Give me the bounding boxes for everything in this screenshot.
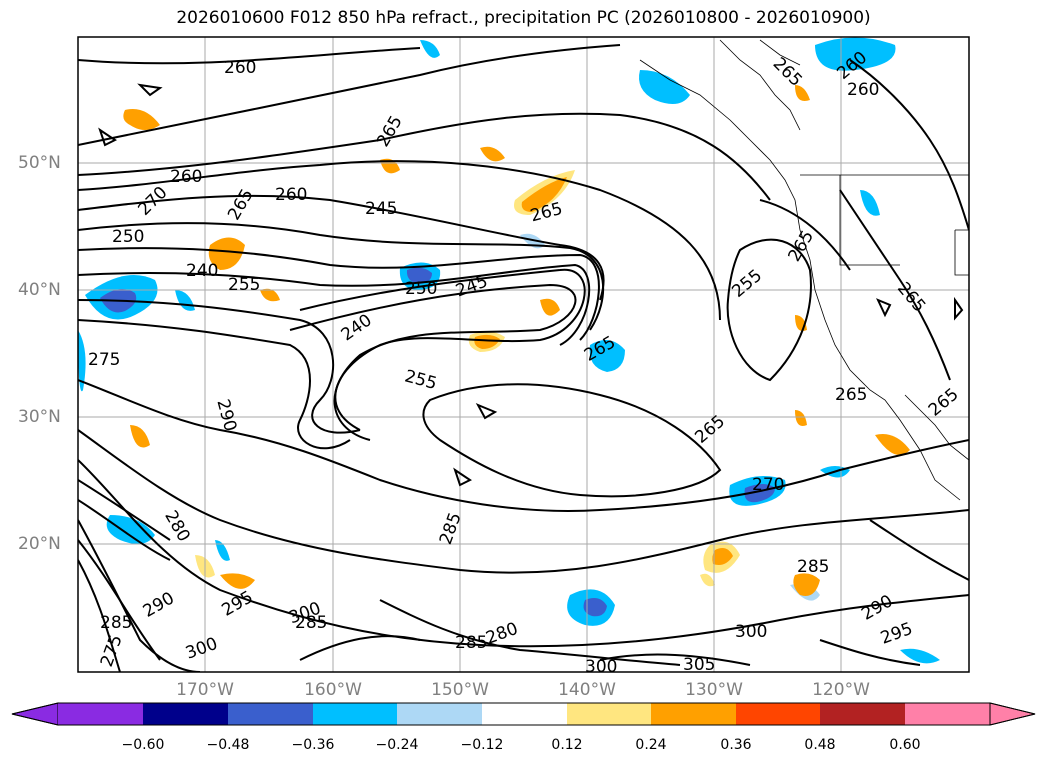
contour-label: 285 (295, 613, 327, 633)
contour-label: 250 (112, 227, 144, 247)
contour-label: 285 (797, 557, 829, 577)
lon-label-170w: 170°W (176, 680, 234, 700)
contour-label: 255 (228, 275, 260, 295)
colorbar-swatch (736, 703, 820, 725)
contour-label: 260 (224, 58, 256, 78)
lat-label-50n: 50°N (18, 153, 61, 173)
colorbar-tick: 0.60 (889, 737, 921, 753)
colorbar-swatch (143, 703, 228, 725)
lat-label-20n: 20°N (18, 534, 61, 554)
contour-label: 285 (100, 613, 132, 633)
colorbar-tick: −0.48 (206, 737, 250, 753)
contour-label: 245 (365, 199, 397, 219)
colorbar-high-extend (989, 702, 1036, 726)
colorbar-swatch (567, 703, 651, 725)
map-title: 2026010600 F012 850 hPa refract., precip… (176, 8, 871, 28)
colorbar-tick: −0.60 (121, 737, 165, 753)
contour-label: 260 (847, 80, 879, 100)
contour-label: 300 (735, 622, 767, 642)
colorbar-tick: 0.24 (635, 737, 667, 753)
colorbar-swatch (651, 703, 736, 725)
colorbar-tick: −0.12 (460, 737, 504, 753)
colorbar-tick: −0.36 (291, 737, 335, 753)
coastlines (639, 39, 969, 501)
lat-label-40n: 40°N (18, 280, 61, 300)
colorbar-low-extend (11, 702, 59, 726)
lon-label-130w: 130°W (685, 680, 743, 700)
contour-label: 285 (455, 633, 487, 653)
colorbar-swatch (313, 703, 397, 725)
lon-label-160w: 160°W (304, 680, 362, 700)
contour-label: 260 (275, 185, 307, 205)
colorbar-tick: 0.12 (551, 737, 583, 753)
contour-label: 260 (170, 167, 202, 187)
contour-label: 275 (88, 350, 120, 370)
refractivity-contours (78, 44, 969, 672)
contour-label: 265 (835, 385, 867, 405)
map-frame (77, 36, 970, 673)
contour-label: 270 (752, 475, 784, 495)
colorbar (11, 702, 1036, 726)
contour-label: 300 (585, 657, 617, 677)
contour-label: 240 (186, 261, 218, 281)
colorbar-tick: 0.36 (720, 737, 752, 753)
colorbar-swatch (905, 703, 990, 725)
lon-label-120w: 120°W (812, 680, 870, 700)
lon-label-150w: 150°W (431, 680, 489, 700)
contour-label: 305 (683, 655, 715, 675)
colorbar-swatch (228, 703, 313, 725)
colorbar-swatch (820, 703, 905, 725)
colorbar-swatch (482, 703, 567, 725)
colorbar-swatch (397, 703, 482, 725)
precipitation-shading (78, 37, 940, 664)
colorbar-tick: 0.48 (804, 737, 836, 753)
lat-label-30n: 30°N (18, 407, 61, 427)
colorbar-tick: −0.24 (375, 737, 419, 753)
contour-label: 250 (405, 279, 437, 299)
lon-label-140w: 140°W (558, 680, 616, 700)
colorbar-swatch (58, 703, 143, 725)
